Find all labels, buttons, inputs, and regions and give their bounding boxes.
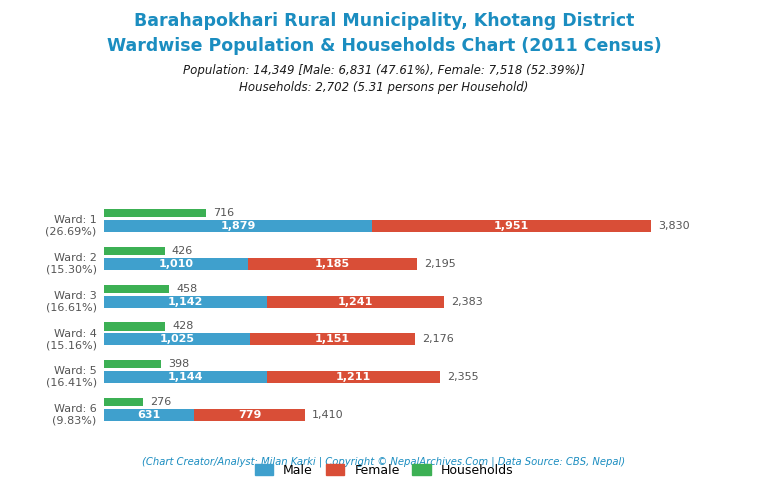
Bar [267, 371, 440, 383]
Bar [104, 258, 248, 270]
Text: 1,025: 1,025 [160, 334, 194, 344]
Text: Wardwise Population & Households Chart (2011 Census): Wardwise Population & Households Chart (… [107, 37, 661, 55]
Bar [104, 284, 169, 293]
Text: 1,142: 1,142 [167, 297, 203, 307]
Text: 779: 779 [238, 410, 261, 420]
Text: 1,185: 1,185 [315, 259, 350, 269]
Text: 276: 276 [151, 397, 171, 407]
Text: 2,195: 2,195 [425, 259, 456, 269]
Text: 2,355: 2,355 [447, 372, 479, 382]
Bar [194, 409, 305, 421]
Text: 458: 458 [177, 283, 197, 294]
Bar [104, 360, 161, 368]
Text: 1,010: 1,010 [158, 259, 194, 269]
Text: 2,176: 2,176 [422, 334, 453, 344]
Text: 3,830: 3,830 [658, 221, 690, 231]
Bar [266, 295, 444, 308]
Text: 1,410: 1,410 [313, 410, 344, 420]
Text: 1,241: 1,241 [338, 297, 373, 307]
Text: Households: 2,702 (5.31 persons per Household): Households: 2,702 (5.31 persons per Hous… [240, 81, 528, 94]
Text: 1,151: 1,151 [315, 334, 350, 344]
Bar [104, 322, 165, 331]
Bar [248, 258, 417, 270]
Text: 2,383: 2,383 [452, 297, 483, 307]
Bar [104, 333, 250, 346]
Text: 426: 426 [172, 246, 193, 256]
Text: 1,211: 1,211 [336, 372, 371, 382]
Bar [104, 220, 372, 232]
Text: 428: 428 [172, 321, 194, 331]
Bar [104, 295, 266, 308]
Text: Barahapokhari Rural Municipality, Khotang District: Barahapokhari Rural Municipality, Khotan… [134, 12, 634, 31]
Bar [104, 209, 206, 217]
Bar [372, 220, 651, 232]
Text: (Chart Creator/Analyst: Milan Karki | Copyright © NepalArchives.Com | Data Sourc: (Chart Creator/Analyst: Milan Karki | Co… [142, 456, 626, 466]
Text: 631: 631 [137, 410, 161, 420]
Bar [104, 371, 267, 383]
Text: 716: 716 [214, 208, 234, 218]
Bar [104, 246, 164, 255]
Legend: Male, Female, Households: Male, Female, Households [250, 459, 518, 482]
Bar [104, 409, 194, 421]
Text: 1,879: 1,879 [220, 221, 256, 231]
Text: 398: 398 [167, 359, 189, 369]
Text: 1,144: 1,144 [167, 372, 204, 382]
Bar [250, 333, 415, 346]
Bar [104, 398, 143, 406]
Text: 1,951: 1,951 [494, 221, 529, 231]
Text: Population: 14,349 [Male: 6,831 (47.61%), Female: 7,518 (52.39%)]: Population: 14,349 [Male: 6,831 (47.61%)… [183, 64, 585, 77]
